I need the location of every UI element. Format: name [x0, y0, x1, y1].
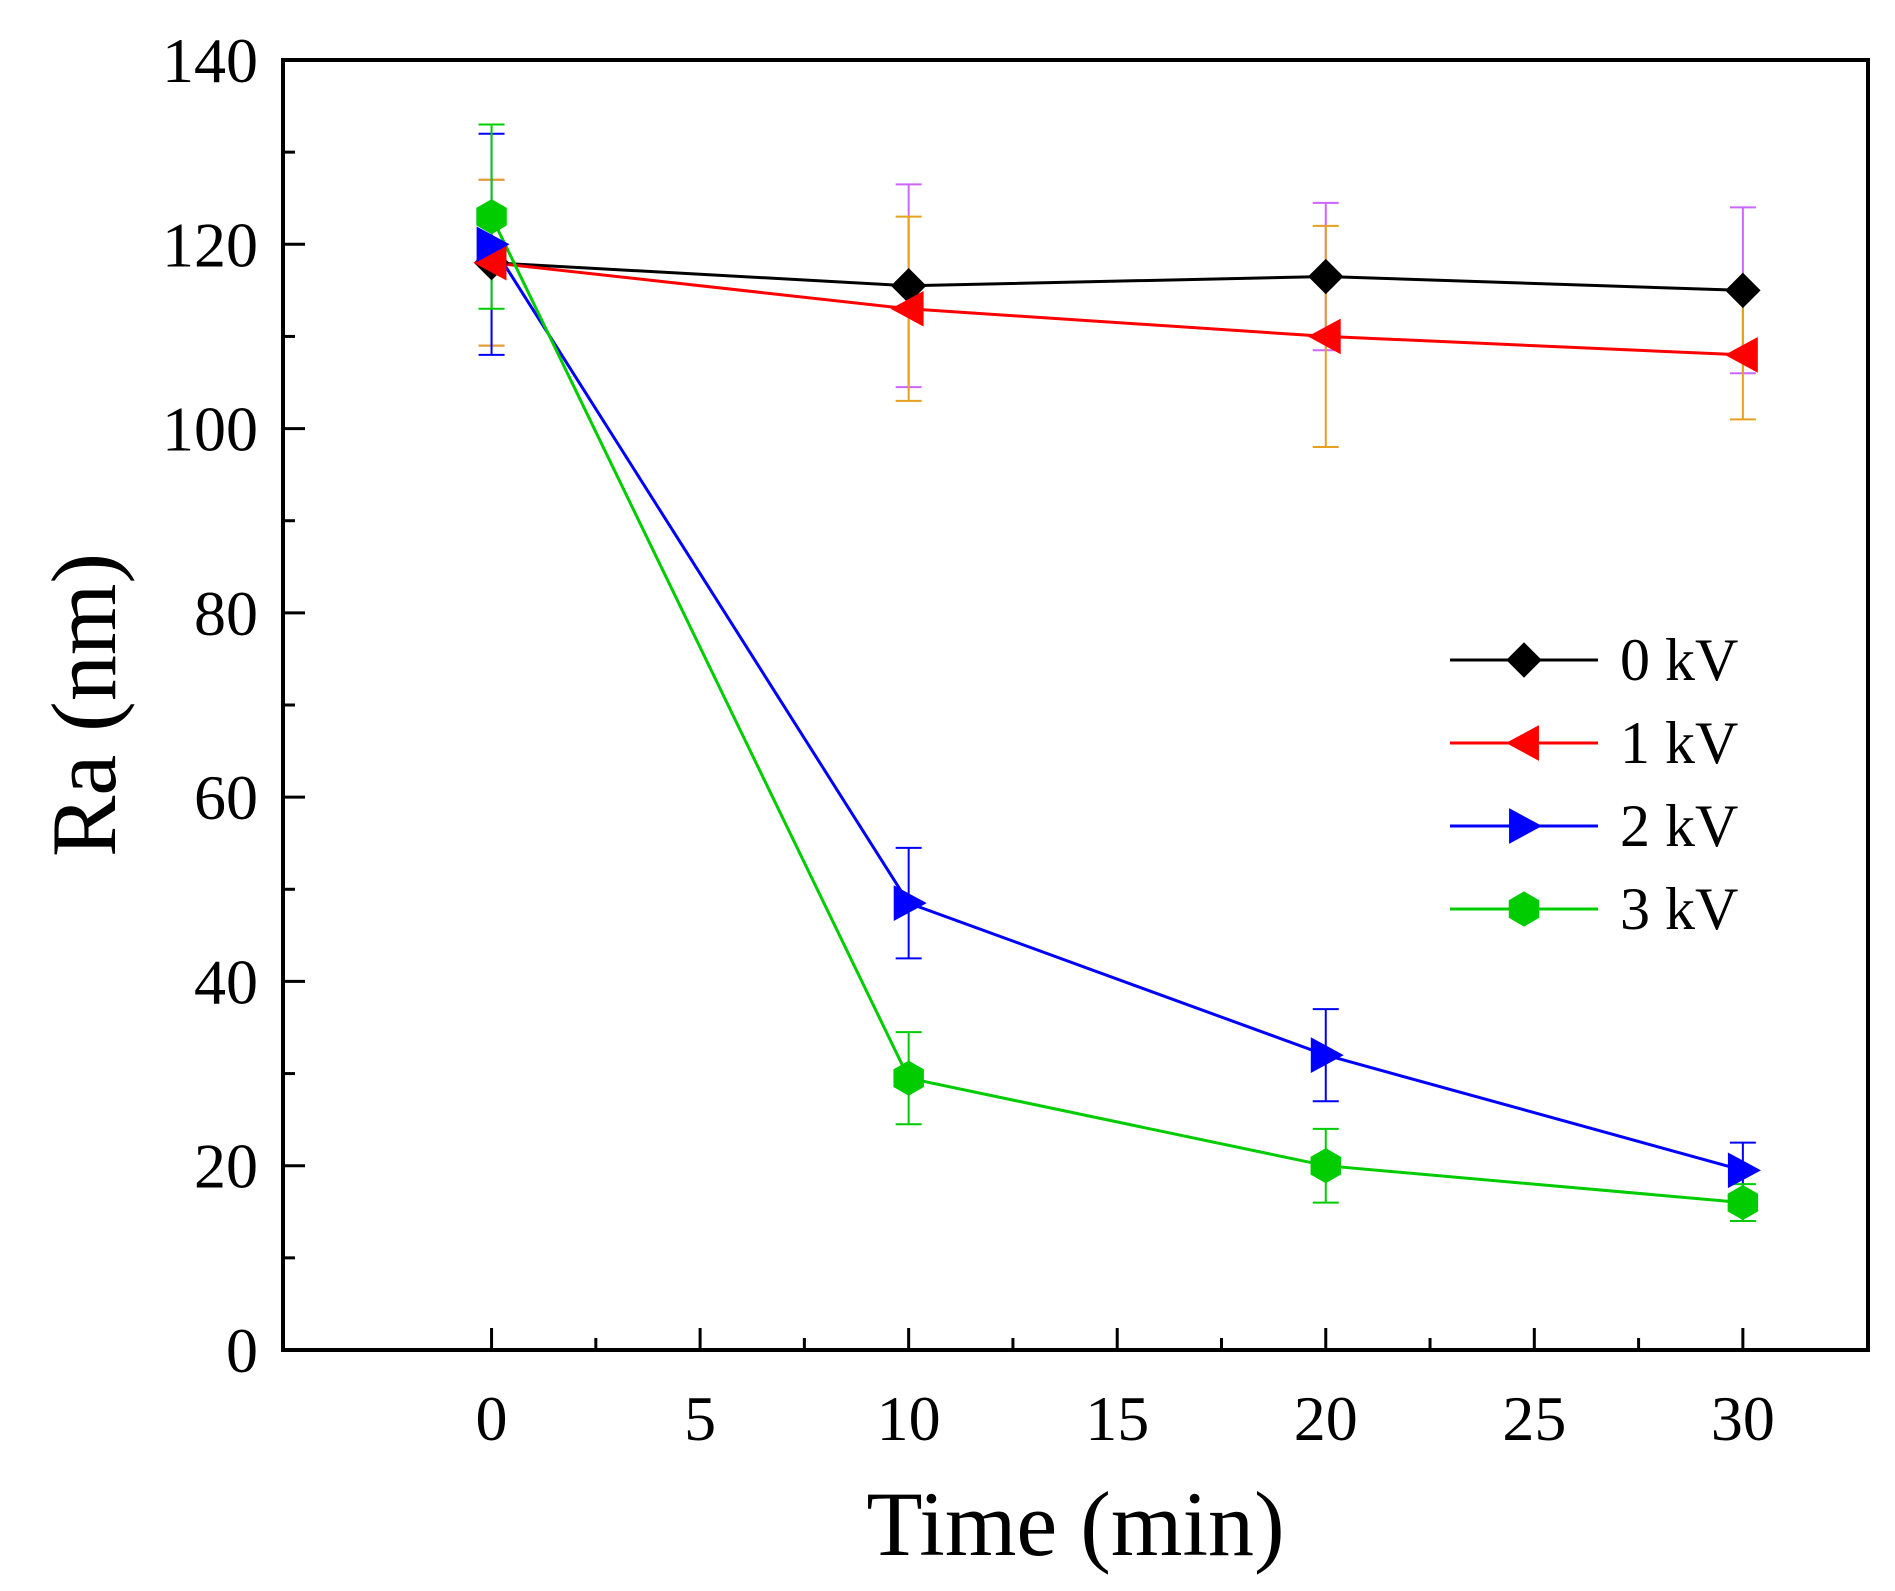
y-tick-label: 40: [194, 946, 258, 1017]
data-point: [1727, 1184, 1759, 1221]
x-tick-label: 25: [1502, 1383, 1566, 1454]
series-line: [490, 215, 1744, 1205]
legend-label: 3 kV: [1620, 876, 1738, 942]
x-tick-label: 5: [684, 1383, 716, 1454]
x-tick-label: 15: [1085, 1383, 1149, 1454]
legend-label: 1 kV: [1620, 710, 1738, 776]
data-point: [476, 226, 510, 263]
legend-item: 3 kV: [1450, 876, 1738, 942]
y-tick-label: 60: [194, 762, 258, 833]
x-axis-title: Time (min): [866, 1473, 1284, 1575]
data-point: [1308, 258, 1344, 295]
y-tick-label: 80: [194, 578, 258, 649]
data-point: [1727, 1152, 1761, 1189]
series-markers: [473, 199, 1761, 1221]
series-line: [491, 261, 1743, 357]
legend: 0 kV 1 kV 2 kV 3 kV: [1450, 627, 1738, 942]
y-tick-label: 0: [226, 1315, 258, 1386]
series-line: [491, 261, 1743, 292]
axis-ticks: 0 5 10 15 20 25 30 0 20 40 60 80 100 120 140: [162, 25, 1775, 1454]
y-tick-label: 20: [194, 1131, 258, 1202]
y-tick-label: 140: [162, 25, 258, 96]
data-point: [1307, 318, 1341, 355]
data-point: [1310, 1037, 1344, 1073]
legend-marker: [1506, 642, 1542, 678]
x-tick-label: 0: [476, 1383, 508, 1454]
x-tick-label: 10: [877, 1383, 941, 1454]
data-point: [890, 290, 924, 327]
legend-item: 1 kV: [1450, 710, 1738, 776]
data-point: [1725, 272, 1761, 309]
legend-item: 2 kV: [1450, 793, 1738, 859]
legend-marker: [1508, 891, 1540, 927]
y-axis-title: Ra (nm): [33, 553, 135, 857]
data-point: [893, 1060, 924, 1096]
x-tick-label: 20: [1294, 1383, 1358, 1454]
series-lines: [490, 215, 1744, 1205]
plot-frame: [281, 58, 1870, 1352]
y-tick-label: 100: [162, 394, 258, 465]
legend-label: 2 kV: [1620, 793, 1738, 859]
data-point: [1724, 337, 1758, 373]
error-bars: [478, 123, 1756, 1222]
legend-label: 0 kV: [1620, 627, 1738, 693]
data-point: [476, 199, 507, 235]
x-tick-label: 30: [1711, 1383, 1775, 1454]
legend-item: 0 kV: [1450, 627, 1738, 693]
legend-marker: [1505, 725, 1539, 761]
data-point: [893, 885, 927, 921]
legend-marker: [1509, 808, 1543, 844]
data-point: [1310, 1148, 1341, 1184]
y-tick-label: 120: [162, 209, 258, 280]
series-line: [490, 243, 1744, 1172]
